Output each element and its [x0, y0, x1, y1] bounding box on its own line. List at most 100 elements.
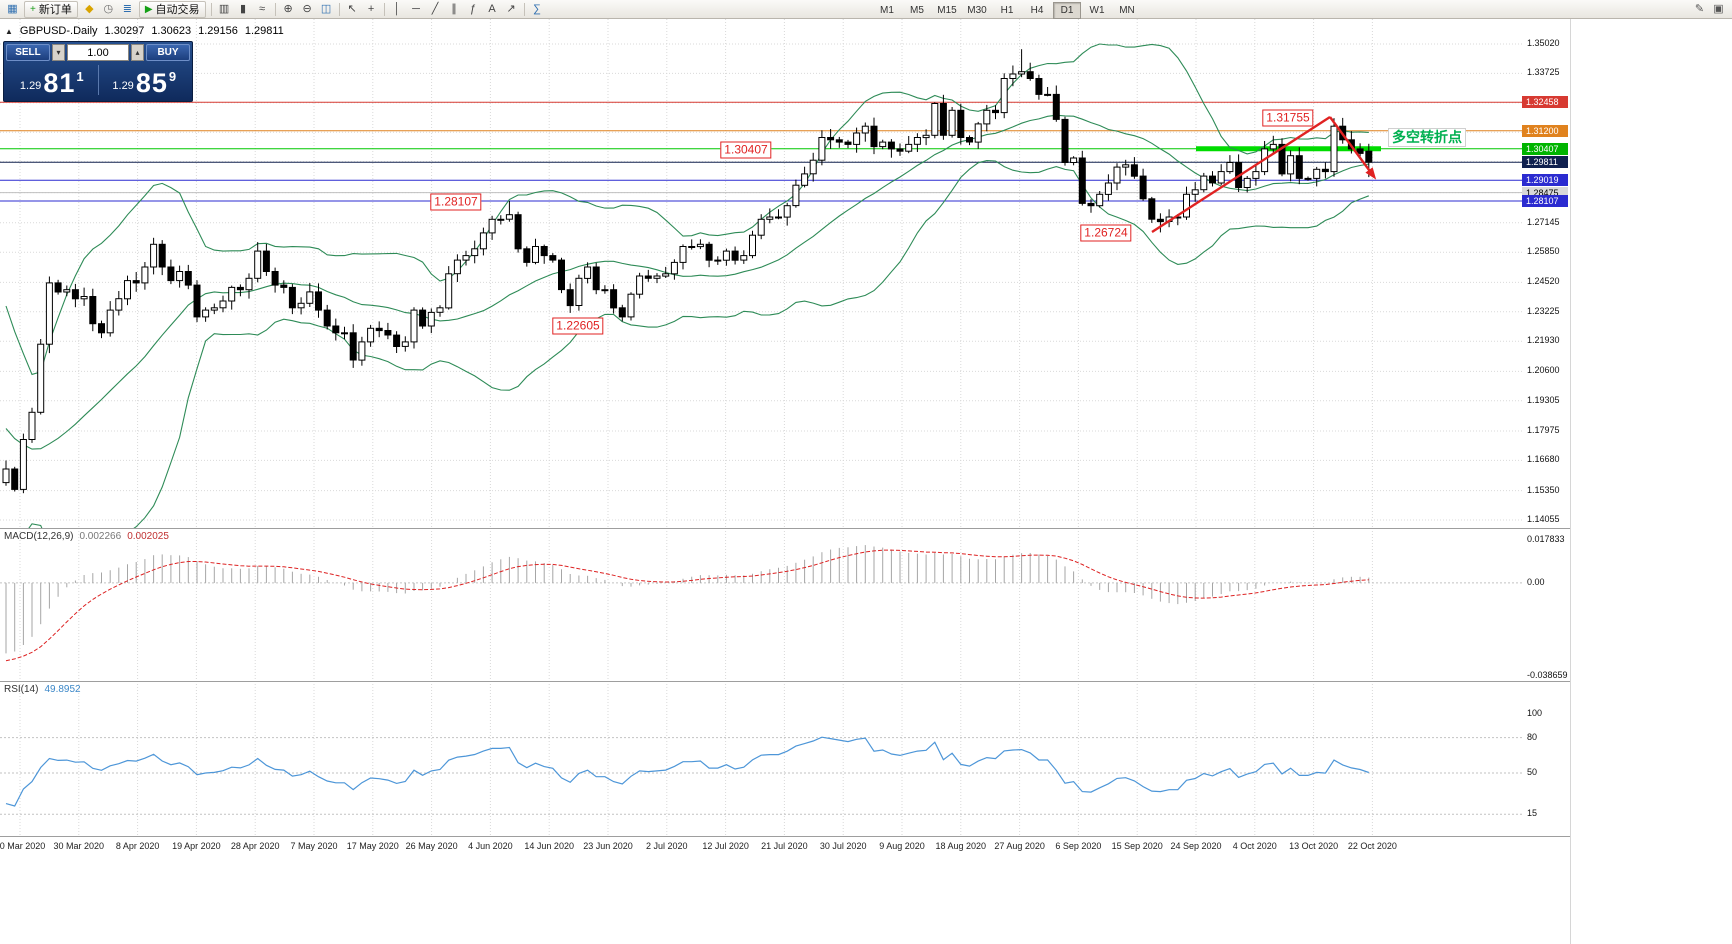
layout-icon[interactable]: ▣: [1713, 3, 1724, 15]
price-tag: 1.31200: [1522, 124, 1568, 137]
date-axis[interactable]: 20 Mar 2020 30 Mar 2020 8 Apr 2020 19 Apr 2…: [0, 836, 1570, 860]
zoom-out-button[interactable]: ⊖: [299, 2, 316, 17]
panel-separator[interactable]: [0, 681, 1570, 682]
date-label: 20 Mar 2020: [0, 841, 46, 851]
equidistant-channel-button[interactable]: ∥: [446, 2, 463, 17]
history-center-button[interactable]: ◷: [100, 2, 117, 17]
tile-windows-icon: ◫: [320, 2, 332, 15]
one-click-trading-panel: SELL ▾ 1.00 ▴ BUY 1.29 81 1 1.29 85 9: [3, 41, 193, 102]
trendline-button[interactable]: ╱: [427, 2, 444, 17]
vertical-line-button[interactable]: │: [389, 2, 406, 17]
price-tag: 1.29811: [1522, 156, 1568, 169]
timeframe-h4[interactable]: H4: [1030, 5, 1044, 16]
date-label: 9 Aug 2020: [879, 841, 925, 851]
one-click-toggle-icon[interactable]: ▲: [5, 26, 13, 36]
zoom-in-button[interactable]: ⊕: [280, 2, 297, 17]
vertical-line-icon: │: [393, 2, 401, 15]
price-callout[interactable]: 1.26724: [1080, 224, 1132, 242]
timeframe-toolbar: M1 M5 M15 M30 H1 H4 D1 W1 MN: [872, 2, 1142, 19]
date-label: 21 Jul 2020: [761, 841, 808, 851]
date-label: 2 Jul 2020: [646, 841, 688, 851]
sell-price[interactable]: 1.29 81 1: [6, 61, 98, 99]
candlestick-chart-button[interactable]: ▮: [235, 2, 252, 17]
cursor-button[interactable]: ↖: [344, 2, 361, 17]
chart-title: ▲ GBPUSD-.Daily 1.30297 1.30623 1.29156 …: [5, 25, 284, 37]
trendline-icon: ╱: [431, 2, 439, 15]
price-callout[interactable]: 1.28107: [430, 193, 482, 211]
date-label: 15 Sep 2020: [1111, 841, 1163, 851]
buy-price-big: 85: [135, 68, 168, 98]
turning-point-annotation[interactable]: 多空转折点: [1388, 128, 1466, 147]
price-chart[interactable]: [0, 19, 1522, 528]
crosshair-button[interactable]: +: [363, 2, 380, 17]
axis-label: 1.14055: [1527, 514, 1560, 524]
axis-label: 0.017833: [1527, 534, 1565, 544]
new-order-button[interactable]: + 新订单: [24, 0, 78, 18]
price-divider: [97, 65, 99, 95]
macd-signal-value: 0.002025: [127, 531, 169, 542]
date-label: 19 Apr 2020: [172, 841, 221, 851]
price-callout[interactable]: 1.31755: [1262, 109, 1314, 127]
axis-label: 1.24520: [1527, 276, 1560, 287]
indicators-icon: ∑: [533, 2, 541, 15]
new-chart-icon: ▦: [7, 2, 18, 15]
line-chart-button[interactable]: ≈: [254, 2, 271, 17]
price-axis[interactable]: 1.35020 1.33725 1.32458 1.31200 1.30407 1.298…: [1522, 19, 1570, 860]
timeframe-m1[interactable]: M1: [880, 5, 894, 16]
fibonacci-icon: ƒ: [469, 2, 477, 15]
chart-annotations-layer: 1.30407 1.28107 1.22605 1.26724 1.31755 多空转折点: [0, 19, 1522, 528]
fibonacci-button[interactable]: ƒ: [465, 2, 482, 17]
zoom-out-icon: ⊖: [302, 2, 312, 15]
axis-label: 1.27145: [1527, 216, 1560, 227]
rsi-value: 49.8952: [44, 684, 81, 695]
metaeditor-button[interactable]: ◆: [81, 2, 98, 17]
ohlc-low: 1.29156: [198, 25, 238, 37]
arrows-button[interactable]: ↗: [503, 2, 520, 17]
timeframe-m30[interactable]: M30: [967, 5, 987, 16]
axis-label: 1.16680: [1527, 454, 1560, 465]
edit-icon[interactable]: ✎: [1694, 3, 1705, 15]
rsi-panel[interactable]: [0, 681, 1522, 836]
macd-name: MACD(12,26,9): [4, 531, 74, 542]
volume-input[interactable]: 1.00: [67, 44, 129, 61]
timeframe-mn[interactable]: MN: [1119, 5, 1135, 16]
macd-main-value: 0.002266: [79, 531, 122, 542]
buy-button[interactable]: BUY: [146, 44, 190, 61]
horizontal-line-button[interactable]: ─: [408, 2, 425, 17]
new-chart-button[interactable]: ▦: [4, 2, 21, 17]
indicators-button[interactable]: ∑: [529, 2, 546, 17]
panel-separator: [0, 836, 1570, 837]
ohlc-high: 1.30623: [151, 25, 192, 37]
chart-symbol-period: GBPUSD-.Daily: [19, 25, 98, 37]
bar-chart-button[interactable]: ▥: [216, 2, 233, 17]
sell-price-sup: 1: [76, 69, 84, 84]
rsi-name: RSI(14): [4, 684, 39, 695]
timeframe-h1[interactable]: H1: [1000, 5, 1014, 16]
price-callout[interactable]: 1.22605: [552, 317, 604, 335]
price-callout[interactable]: 1.30407: [720, 141, 772, 159]
toolbar-left-group: ▦ + 新订单 ◆ ◷ ≣ ▶ 自动交易 ▥ ▮ ≈ ⊕ ⊖ ◫ ↖ + │ ─ ╱ ∥ ƒ A ↗ ∑: [3, 0, 547, 18]
axis-label: 1.23225: [1527, 305, 1560, 316]
timeframe-d1[interactable]: D1: [1053, 2, 1081, 19]
text-label-icon: A: [488, 2, 496, 15]
timeframe-m15[interactable]: M15: [937, 5, 957, 16]
autotrading-button[interactable]: ▶ 自动交易: [138, 0, 206, 18]
sell-button[interactable]: SELL: [6, 44, 50, 61]
buy-price[interactable]: 1.29 85 9: [99, 61, 191, 99]
text-label-button[interactable]: A: [484, 2, 501, 17]
tile-windows-button[interactable]: ◫: [318, 2, 335, 17]
panel-separator[interactable]: [0, 528, 1570, 529]
macd-panel[interactable]: [0, 528, 1522, 681]
market-watch-icon: ≣: [122, 2, 132, 15]
bar-chart-icon: ▥: [218, 2, 230, 15]
volume-decrease-button[interactable]: ▾: [52, 44, 65, 61]
timeframe-w1[interactable]: W1: [1089, 5, 1105, 16]
timeframe-m5[interactable]: M5: [910, 5, 924, 16]
price-tag: 1.28107: [1522, 194, 1568, 207]
macd-indicator-label: MACD(12,26,9) 0.002266 0.002025: [4, 531, 169, 542]
volume-increase-button[interactable]: ▴: [131, 44, 144, 61]
history-center-icon: ◷: [103, 2, 114, 15]
market-watch-button[interactable]: ≣: [119, 2, 136, 17]
trend-lines[interactable]: [1151, 115, 1377, 234]
date-label: 14 Jun 2020: [524, 841, 574, 851]
